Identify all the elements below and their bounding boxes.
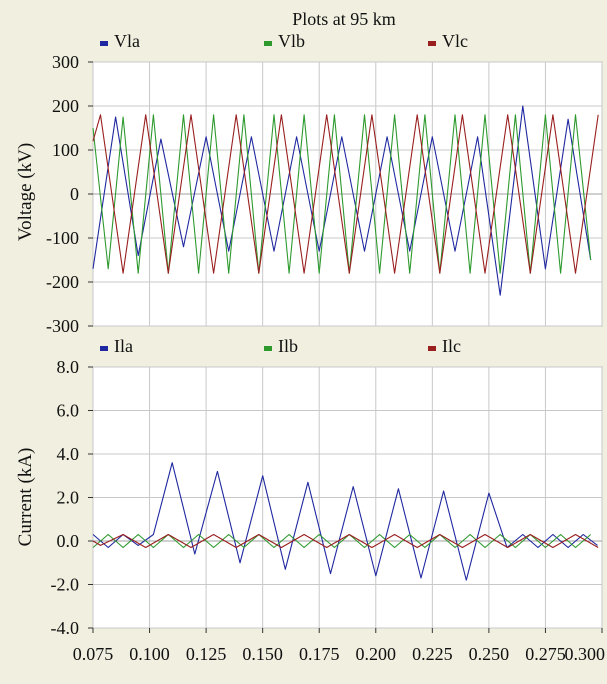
legend-label-vlc: Vlc xyxy=(442,31,468,51)
voltage-y-tick-label: -200 xyxy=(46,272,79,292)
voltage-series-vla-line xyxy=(92,105,592,296)
x-tick-label: 0.275 xyxy=(525,644,566,664)
voltage-y-tick-label: 300 xyxy=(52,52,79,72)
x-tick-label: 0.100 xyxy=(129,644,170,664)
legend-swatch-ilb xyxy=(264,346,272,351)
voltage-series-vlb-line xyxy=(92,114,592,274)
chart-title: Plots at 95 km xyxy=(292,9,396,29)
voltage-panel: 300 200 100 0 -100 -200 -300 Vla Vlb Vlc xyxy=(46,31,603,336)
legend-label-ila: Ila xyxy=(114,336,133,356)
voltage-series-vlc-line xyxy=(92,114,599,274)
voltage-y-tick-label: 200 xyxy=(52,96,79,116)
legend-label-vla: Vla xyxy=(114,31,140,51)
current-series-ilc-line xyxy=(92,533,599,549)
current-y-axis-label: Current (kA) xyxy=(15,448,36,547)
voltage-y-tick-label: 100 xyxy=(52,140,79,160)
current-series-ila-line xyxy=(92,462,598,581)
x-tick-label: 0.250 xyxy=(469,644,510,664)
voltage-y-tick-label: -300 xyxy=(46,316,79,336)
legend-swatch-ila xyxy=(100,346,108,351)
current-y-tick-label: 0.0 xyxy=(57,531,80,551)
x-tick-label: 0.125 xyxy=(186,644,227,664)
x-tick-label: 0.200 xyxy=(356,644,397,664)
voltage-y-tick-label: -100 xyxy=(46,228,79,248)
legend-label-ilc: Ilc xyxy=(442,336,461,356)
current-y-tick-label: -2.0 xyxy=(51,575,80,595)
voltage-y-axis-label: Voltage (kV) xyxy=(15,143,36,241)
x-tick-label: 0.300 xyxy=(565,644,606,664)
x-tick-label: 0.225 xyxy=(412,644,453,664)
x-tick-label: 0.175 xyxy=(299,644,340,664)
legend-label-vlb: Vlb xyxy=(278,31,305,51)
legend-swatch-ilc xyxy=(428,346,436,351)
current-series-ilb-line xyxy=(92,533,592,549)
legend-swatch-vlb xyxy=(264,41,272,46)
voltage-y-tick-label: 0 xyxy=(70,184,79,204)
x-tick-label: 0.075 xyxy=(73,644,114,664)
current-y-tick-label: 6.0 xyxy=(57,401,80,421)
legend-swatch-vlc xyxy=(428,41,436,46)
current-y-tick-label: 8.0 xyxy=(57,357,80,377)
current-y-tick-label: 2.0 xyxy=(57,488,80,508)
legend-swatch-vla xyxy=(100,41,108,46)
current-panel: 8.0 6.0 4.0 2.0 0.0 -2.0 -4.0 Ila Ilb Ilc xyxy=(51,336,603,638)
x-tick-label: 0.150 xyxy=(242,644,283,664)
current-y-tick-label: 4.0 xyxy=(57,444,80,464)
current-y-tick-label: -4.0 xyxy=(51,618,80,638)
legend-label-ilb: Ilb xyxy=(278,336,298,356)
